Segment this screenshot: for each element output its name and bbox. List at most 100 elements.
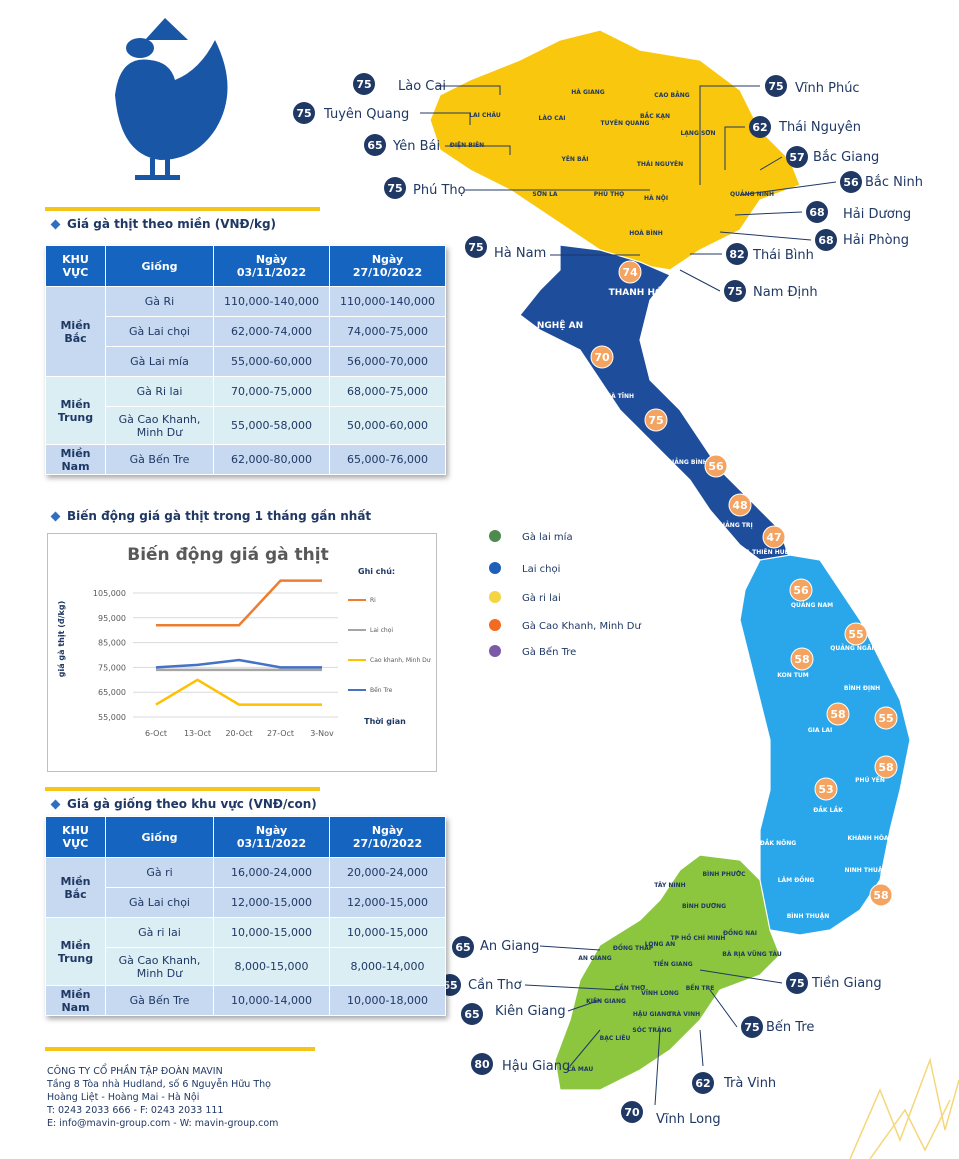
section-heading: Giá gà thịt theo miền (VNĐ/kg) <box>50 217 276 231</box>
price-badge <box>874 755 898 779</box>
bullet <box>50 219 61 229</box>
vietnam-map <box>429 29 911 1091</box>
callout-circle <box>786 146 808 168</box>
column-header: Ngày 27/10/2022 <box>329 245 446 287</box>
callout-line <box>420 112 471 125</box>
table-row: Gà Cao Khanh, Minh Dư 55,000-58,000 50,000… <box>46 406 446 445</box>
callout-value: 62 <box>752 121 767 134</box>
legend-label: Gà ri lai <box>522 592 561 604</box>
province-label: BÌNH PHƯỚC <box>702 870 746 878</box>
callout-value: 65 <box>455 941 470 954</box>
price-cell: 10,000-15,000 <box>213 917 330 948</box>
callout-value: 75 <box>296 107 311 120</box>
table-row: Gà Cao Khanh, Minh Dư 8,000-15,000 8,000-1… <box>46 947 446 986</box>
table-row: Gà Lai chọi 62,000-74,000 74,000-75,000 <box>46 316 446 347</box>
column-header: Giống <box>105 816 214 858</box>
price-cell: 110,000-140,000 <box>213 286 330 317</box>
callout-circle <box>364 134 386 156</box>
header-text: Giống <box>141 830 178 844</box>
legend-icon <box>489 619 501 631</box>
legend-label: Gà Cao Khanh, Minh Dư <box>522 620 641 632</box>
callout-circle <box>471 1053 493 1075</box>
table-row: Miền Bắc Gà Ri 110,000-140,000 110,000-140,… <box>45 286 446 377</box>
callout-line <box>679 269 721 292</box>
breed-cell: Gà Ri lai <box>105 376 214 407</box>
region-cell: Miền Nam <box>45 444 106 475</box>
legend-icon <box>489 530 501 542</box>
heading-text: Biến động giá gà thịt trong 1 tháng gần … <box>67 509 372 523</box>
price-badge <box>826 702 850 726</box>
company-info: CÔNG TY CỔ PHẦN TẬP ĐOÀN MAVIN Tầng 8 Tò… <box>47 1065 278 1130</box>
province-label: TÂY NINH <box>654 882 685 889</box>
x-tick-label: 6-Oct <box>145 729 167 738</box>
south-central-region <box>739 554 911 936</box>
legend-label: Ri <box>370 597 376 604</box>
callout-circle <box>293 102 315 124</box>
callout-value: 75 <box>789 977 804 990</box>
price-cell: 12,000-15,000 <box>329 887 446 918</box>
breed-cell: Gà Lai mía <box>105 346 214 377</box>
x-tick-label: 13-Oct <box>184 729 211 738</box>
callout-name: Bắc Giang <box>813 150 879 165</box>
province-label: CAO BẰNG <box>654 91 689 99</box>
column-header: Ngày 03/11/2022 <box>213 245 330 287</box>
header-text: Ngày 03/11/2022 <box>236 824 307 850</box>
callout-name: Lào Cai <box>398 79 446 94</box>
callout-value: 70 <box>624 1106 640 1119</box>
callout-circle <box>452 936 474 958</box>
province-label: BẠC LIÊU <box>600 1034 631 1042</box>
callout-value: 75 <box>356 78 371 91</box>
bullet <box>50 799 61 809</box>
province-label: THANH HÓA <box>609 286 670 298</box>
breed-cell: Gà Bến Tre <box>105 985 214 1016</box>
province-label: KON TUM <box>777 672 809 679</box>
company-line: T: 0243 2033 666 - F: 0243 2033 111 <box>47 1105 224 1116</box>
series-line <box>155 658 322 669</box>
column-header: Ngày 03/11/2022 <box>213 816 330 858</box>
callout-name: Hậu Giang <box>502 1059 570 1074</box>
callout-line <box>539 945 601 951</box>
price-cell: 70,000-75,000 <box>213 376 330 407</box>
province-label: LONG AN <box>645 941 675 948</box>
province-label: LAI CHÂU <box>469 112 501 119</box>
callout-name: Hải Dương <box>843 207 911 222</box>
price-cell: 55,000-60,000 <box>213 346 330 377</box>
callout-line <box>719 231 812 241</box>
badge-value: 58 <box>794 653 809 666</box>
callout-circle <box>815 229 837 251</box>
province-label: QUẢNG NINH <box>730 190 774 198</box>
company-line: Hoàng Liệt - Hoàng Mai - Hà Nội <box>47 1092 200 1103</box>
province-label: LÂM ĐỒNG <box>778 875 815 884</box>
header-text: Ngày 27/10/2022 <box>352 824 423 850</box>
x-axis-label: Thời gian <box>364 716 406 726</box>
y-tick-label: 65,000 <box>98 688 126 697</box>
price-badge <box>869 883 893 907</box>
chart-title: Biến động giá gà thịt <box>127 544 329 565</box>
badge-value: 55 <box>878 712 893 725</box>
decoration <box>849 1057 959 1159</box>
price-badge <box>704 454 728 478</box>
badge-value: 48 <box>732 499 747 512</box>
callout-line <box>699 85 760 185</box>
callout-circle <box>749 116 771 138</box>
province-label: CẦN THƠ <box>615 983 646 992</box>
province-label: ĐẮK LẮK <box>813 806 843 814</box>
province-label: HÀ GIANG <box>571 89 605 96</box>
table-row: Miền Nam Gà Bến Tre 10,000-14,000 10,000-18… <box>45 985 446 1016</box>
province-label: NGHỆ AN <box>537 320 583 331</box>
legend-icon <box>489 591 501 603</box>
callout-value: 62 <box>695 1077 710 1090</box>
table-row: Miền Trung Gà ri lai 10,000-15,000 10,000-1… <box>45 917 446 986</box>
breed-price-table: KHU VỰC Giống Ngày 03/11/2022 Ngày 27/10/20… <box>45 816 446 1016</box>
callout-name: Bắc Ninh <box>865 175 923 190</box>
price-badge <box>844 622 868 646</box>
province-label: PHÚ THỌ <box>594 191 625 198</box>
x-tick-label: 3-Nov <box>310 729 334 738</box>
callout-value: 68 <box>818 234 833 247</box>
legend-title: Ghi chú: <box>358 567 395 576</box>
section-heading: Giá gà giống theo khu vực (VNĐ/con) <box>50 797 317 811</box>
callout-name: Hải Phòng <box>843 233 909 248</box>
y-tick-label: 75,000 <box>98 663 126 672</box>
badge-value: 75 <box>648 414 663 427</box>
